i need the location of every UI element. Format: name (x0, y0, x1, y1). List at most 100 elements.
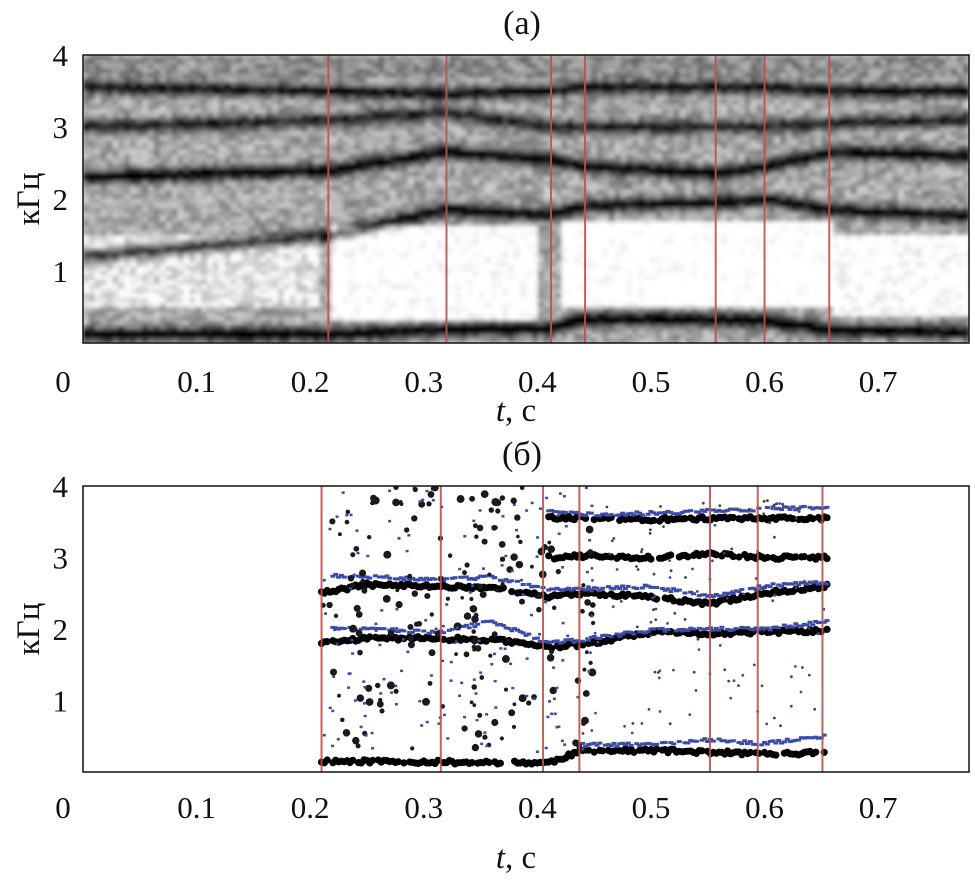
spectrogram-cell (401, 289, 409, 295)
spectrogram-cell (171, 248, 179, 254)
spectrogram-cell (289, 338, 297, 343)
spectrogram-cell (177, 199, 185, 205)
spectrogram-cell (484, 307, 492, 313)
spectrogram-cell (425, 329, 433, 335)
spectrogram-cell (378, 244, 385, 250)
spectrogram-cell (189, 248, 196, 254)
spectrogram-cell (478, 122, 486, 128)
spectrogram-cell (372, 59, 379, 65)
spectrogram-cell (248, 280, 255, 286)
spectrogram-cell (118, 181, 125, 187)
spectrogram-cell (307, 95, 314, 101)
spectrogram-cell (301, 244, 309, 250)
spectrogram-cell (136, 329, 143, 335)
spectrogram-cell (83, 145, 90, 151)
spectrogram-cell (301, 73, 309, 79)
spectrogram-cell (277, 271, 285, 277)
spectrogram-cell (224, 329, 232, 335)
spectrogram-cell (224, 338, 232, 343)
spectrogram-cell (201, 172, 208, 178)
spectrogram-cell (372, 172, 379, 178)
spectrogram-cell (142, 266, 149, 272)
spectrogram-cell (531, 235, 539, 241)
spectrogram-cell (354, 199, 362, 205)
spectrogram-cell (277, 280, 285, 286)
spectrogram-cell (266, 266, 273, 272)
spectrogram-cell (153, 118, 161, 124)
spectrogram-cell (283, 226, 291, 232)
spectrogram-cell (272, 226, 279, 232)
spectrogram-cell (242, 100, 249, 106)
spectrogram-cell (218, 127, 226, 133)
spectrogram-cell (183, 271, 190, 277)
spectrogram-cell (153, 338, 161, 343)
spectrogram-cell (401, 64, 409, 70)
spectrogram-cell (437, 131, 444, 137)
spectrogram-cell (520, 275, 527, 281)
spectrogram-cell (437, 325, 444, 331)
spectrogram-cell (283, 235, 291, 241)
spectrogram-cell (201, 127, 208, 133)
spectrogram-cell (466, 334, 474, 340)
spectrogram-cell (313, 163, 320, 169)
spectrogram-cell (112, 118, 120, 124)
spectrogram-cell (177, 118, 185, 124)
spectrogram-cell (490, 145, 498, 151)
spectrogram-cell (313, 262, 320, 268)
spectrogram-cell (118, 212, 125, 218)
spectrogram-cell (425, 244, 433, 250)
spectrogram-cell (189, 176, 196, 182)
spectrogram-cell (531, 136, 539, 142)
spectrogram-cell (360, 262, 368, 268)
spectrogram-cell (201, 307, 208, 313)
spectrogram-cell (478, 190, 486, 196)
spectrogram-cell (195, 190, 202, 196)
spectrogram-cell (537, 194, 545, 200)
spectrogram-cell (136, 325, 143, 331)
spectrogram-cell (118, 185, 125, 191)
spectrogram-cell (449, 311, 456, 317)
spectrogram-cell (336, 244, 344, 250)
spectrogram-cell (159, 149, 167, 155)
spectrogram-cell (301, 172, 309, 178)
spectrogram-cell (142, 244, 149, 250)
spectrogram-cell (378, 284, 385, 290)
spectrogram-cell (384, 284, 391, 290)
spectrogram-cell (201, 167, 208, 173)
spectrogram-cell (384, 289, 391, 295)
spectrogram-cell (466, 235, 474, 241)
spectrogram-cell (195, 334, 202, 340)
spectrogram-cell (118, 82, 125, 88)
spectrogram-cell (195, 226, 202, 232)
spectrogram-cell (537, 113, 545, 119)
spectrogram-cell (307, 302, 314, 308)
spectrogram-cell (384, 176, 391, 182)
spectrogram-cell (401, 100, 409, 106)
spectrogram-cell (419, 158, 427, 164)
spectrogram-cell (419, 95, 427, 101)
spectrogram-cell (142, 82, 149, 88)
spectrogram-cell (390, 230, 397, 236)
spectrogram-cell (401, 266, 409, 272)
spectrogram-cell (396, 190, 403, 196)
spectrogram-cell (295, 253, 303, 259)
spectrogram-cell (248, 118, 255, 124)
spectrogram-cell (360, 113, 368, 119)
spectrogram-cell (372, 298, 379, 304)
spectrogram-cell (153, 334, 161, 340)
spectrogram-cell (260, 64, 267, 70)
spectrogram-cell (390, 154, 397, 160)
spectrogram-cell (142, 181, 149, 187)
spectrogram-cell (272, 244, 279, 250)
spectrogram-cell (313, 172, 320, 178)
spectrogram-cell (236, 230, 244, 236)
spectrogram-cell (461, 235, 468, 241)
spectrogram-cell (254, 122, 261, 128)
spectrogram-cell (396, 158, 403, 164)
spectrogram-cell (354, 176, 362, 182)
spectrogram-cell (508, 203, 515, 209)
spectrogram-cell (100, 334, 108, 340)
spectrogram-cell (531, 190, 539, 196)
spectrogram-cell (283, 239, 291, 245)
spectrogram-cell (520, 163, 527, 169)
